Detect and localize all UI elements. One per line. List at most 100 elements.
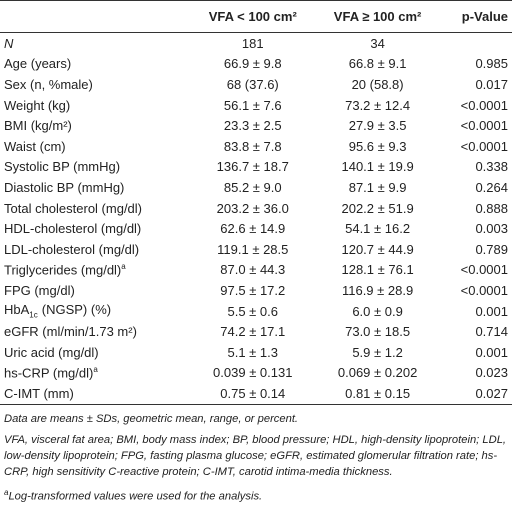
row-label: Total cholesterol (mg/dl): [0, 198, 190, 219]
table-cell: 0.264: [475, 179, 508, 195]
row-label-text: Uric acid (mg/dl): [4, 344, 99, 360]
row-label: Diastolic BP (mmHg): [0, 177, 190, 198]
table-cell: 68 (37.6): [226, 76, 279, 92]
row-label-text: hs-CRP (mg/dl): [4, 365, 94, 381]
table-row: N 181 34: [0, 33, 512, 54]
row-label-text: Sex (n, %male): [4, 76, 93, 92]
row-label-text: Weight (kg): [4, 97, 71, 113]
table-row: Weight (kg) 56.1 ± 7.6 73.2 ± 12.4 <0.0001: [0, 95, 512, 116]
table-cell: 34: [370, 35, 385, 51]
table-cell: 6.0 ± 0.9: [352, 303, 403, 319]
row-label: eGFR (ml/min/1.73 m²): [0, 321, 190, 342]
table-cell: 136.7 ± 18.7: [216, 159, 289, 175]
table-cell: 27.9 ± 3.5: [348, 118, 407, 134]
row-label-text: Age (years): [4, 56, 72, 72]
row-label: Uric acid (mg/dl): [0, 342, 190, 363]
note: VFA, visceral fat area; BMI, body mass i…: [4, 432, 508, 480]
table-row: Total cholesterol (mg/dl) 203.2 ± 36.0 202…: [0, 198, 512, 219]
row-label-text: N: [4, 35, 14, 51]
header-row: VFA < 100 cm² VFA ≥ 100 cm² p-Value: [0, 0, 512, 33]
row-label: Waist (cm): [0, 136, 190, 157]
data-table: VFA < 100 cm² VFA ≥ 100 cm² p-Value N 181 34…: [0, 0, 512, 405]
row-label: HbA1c (NGSP) (%): [0, 301, 190, 322]
table-row: Uric acid (mg/dl) 5.1 ± 1.3 5.9 ± 1.2 0.001: [0, 342, 512, 363]
table-cell: 119.1 ± 28.5: [217, 241, 289, 257]
row-label: C-IMT (mm): [0, 383, 191, 405]
row-label: LDL-cholesterol (mg/dl): [0, 239, 190, 260]
table-cell: 0.027: [439, 383, 512, 405]
row-label-sup: a: [93, 365, 98, 375]
table-cell: 73.0 ± 18.5: [345, 324, 411, 340]
header-cell: VFA < 100 cm²: [190, 0, 316, 33]
table-cell: 20 (58.8): [351, 76, 404, 92]
table-cell: 66.9 ± 9.8: [223, 56, 282, 72]
row-label-text: BMI (kg/m²): [4, 118, 72, 134]
note: Data are means ± SDs, geometric mean, ra…: [4, 411, 508, 427]
row-label: HDL-cholesterol (mg/dl): [0, 218, 190, 239]
table-row: Waist (cm) 83.8 ± 7.8 95.6 ± 9.3 <0.0001: [0, 136, 512, 157]
row-label: BMI (kg/m²): [0, 115, 190, 136]
table-row: Diastolic BP (mmHg) 85.2 ± 9.0 87.1 ± 9.9 0…: [0, 177, 512, 198]
table-cell: 56.1 ± 7.6: [223, 97, 282, 113]
table-cell: 181: [241, 35, 264, 51]
row-label-text: C-IMT (mm): [4, 385, 74, 401]
table-row: C-IMT (mm) 0.75 ± 0.14 0.81 ± 0.15 0.027: [0, 383, 512, 405]
table-cell: 5.9 ± 1.2: [352, 344, 403, 360]
table-cell: 73.2 ± 12.4: [345, 97, 411, 113]
row-label: Weight (kg): [0, 95, 190, 116]
row-label-text: Triglycerides (mg/dl): [4, 262, 122, 278]
row-label-text: LDL-cholesterol (mg/dl): [4, 241, 140, 257]
table-cell: 140.1 ± 19.9: [341, 159, 414, 175]
header-text: p-Value: [461, 9, 508, 24]
table-row: LDL-cholesterol (mg/dl) 119.1 ± 28.5 120.7…: [0, 239, 512, 260]
table-row: FPG (mg/dl) 97.5 ± 17.2 116.9 ± 28.9 <0.000…: [0, 280, 512, 301]
table-cell: 85.2 ± 9.0: [223, 179, 282, 195]
table-cell: 97.5 ± 17.2: [220, 282, 286, 298]
row-label-sup: a: [121, 262, 126, 272]
table-row: Triglycerides (mg/dl)a 87.0 ± 44.3 128.1 ±…: [0, 260, 512, 281]
table-cell: 0.023: [475, 365, 508, 381]
table-cell: 128.1 ± 76.1: [341, 262, 414, 278]
table-cell: 0.75 ± 0.14: [190, 383, 316, 405]
row-label-text: HDL-cholesterol (mg/dl): [4, 221, 142, 237]
row-label-text: Total cholesterol (mg/dl): [4, 200, 142, 216]
note-text: VFA, visceral fat area; BMI, body mass i…: [4, 433, 507, 478]
table-row: HbA1c (NGSP) (%) 5.5 ± 0.6 6.0 ± 0.9 0.001: [0, 301, 512, 322]
table-row: Systolic BP (mmHg) 136.7 ± 18.7 140.1 ± 19…: [0, 157, 512, 178]
row-label-sub: 1c: [29, 310, 38, 320]
note-sup: a: [4, 487, 9, 497]
row-label: Systolic BP (mmHg): [0, 157, 190, 178]
table-cell: 116.9 ± 28.9: [341, 282, 414, 298]
row-label: N: [0, 33, 190, 54]
table-cell: <0.0001: [460, 97, 508, 113]
note: aLog-transformed values were used for th…: [4, 485, 508, 505]
note-text: Log-transformed values were used for the…: [8, 490, 263, 503]
table-cell: 87.1 ± 9.9: [348, 179, 407, 195]
table-cell: 0.001: [475, 303, 508, 319]
table-cell: 83.8 ± 7.8: [223, 138, 282, 154]
table-cell: 0.789: [475, 241, 508, 257]
table-row: Age (years) 66.9 ± 9.8 66.8 ± 9.1 0.985: [0, 54, 512, 75]
table-cell: 5.5 ± 0.6: [227, 303, 279, 319]
table-cell: 62.6 ± 14.9: [220, 221, 286, 237]
table-row: eGFR (ml/min/1.73 m²) 74.2 ± 17.1 73.0 ± 1…: [0, 321, 512, 342]
table-cell: 74.2 ± 17.1: [220, 324, 286, 340]
table-cell: 120.7 ± 44.9: [341, 241, 414, 257]
table-cell: [440, 33, 512, 54]
table-row: Sex (n, %male) 68 (37.6) 20 (58.8) 0.017: [0, 74, 512, 95]
table-row: BMI (kg/m²) 23.3 ± 2.5 27.9 ± 3.5 <0.0001: [0, 115, 512, 136]
table-cell: 66.8 ± 9.1: [348, 56, 407, 72]
table-row: hs-CRP (mg/dl)a 0.039 ± 0.131 0.069 ± 0.20…: [0, 363, 512, 384]
table-cell: <0.0001: [460, 262, 508, 278]
row-label: hs-CRP (mg/dl)a: [0, 363, 190, 384]
header-cell: [0, 0, 191, 33]
table-cell: 0.888: [475, 200, 508, 216]
row-label: Age (years): [0, 54, 190, 75]
table-cell: 0.338: [475, 159, 508, 175]
table-cell: 203.2 ± 36.0: [216, 200, 289, 216]
row-label-text: FPG (mg/dl): [4, 282, 75, 298]
row-label-tail: (NGSP) (%): [41, 302, 112, 318]
table-cell: <0.0001: [460, 138, 508, 154]
header-cell: p-Value: [439, 0, 512, 33]
